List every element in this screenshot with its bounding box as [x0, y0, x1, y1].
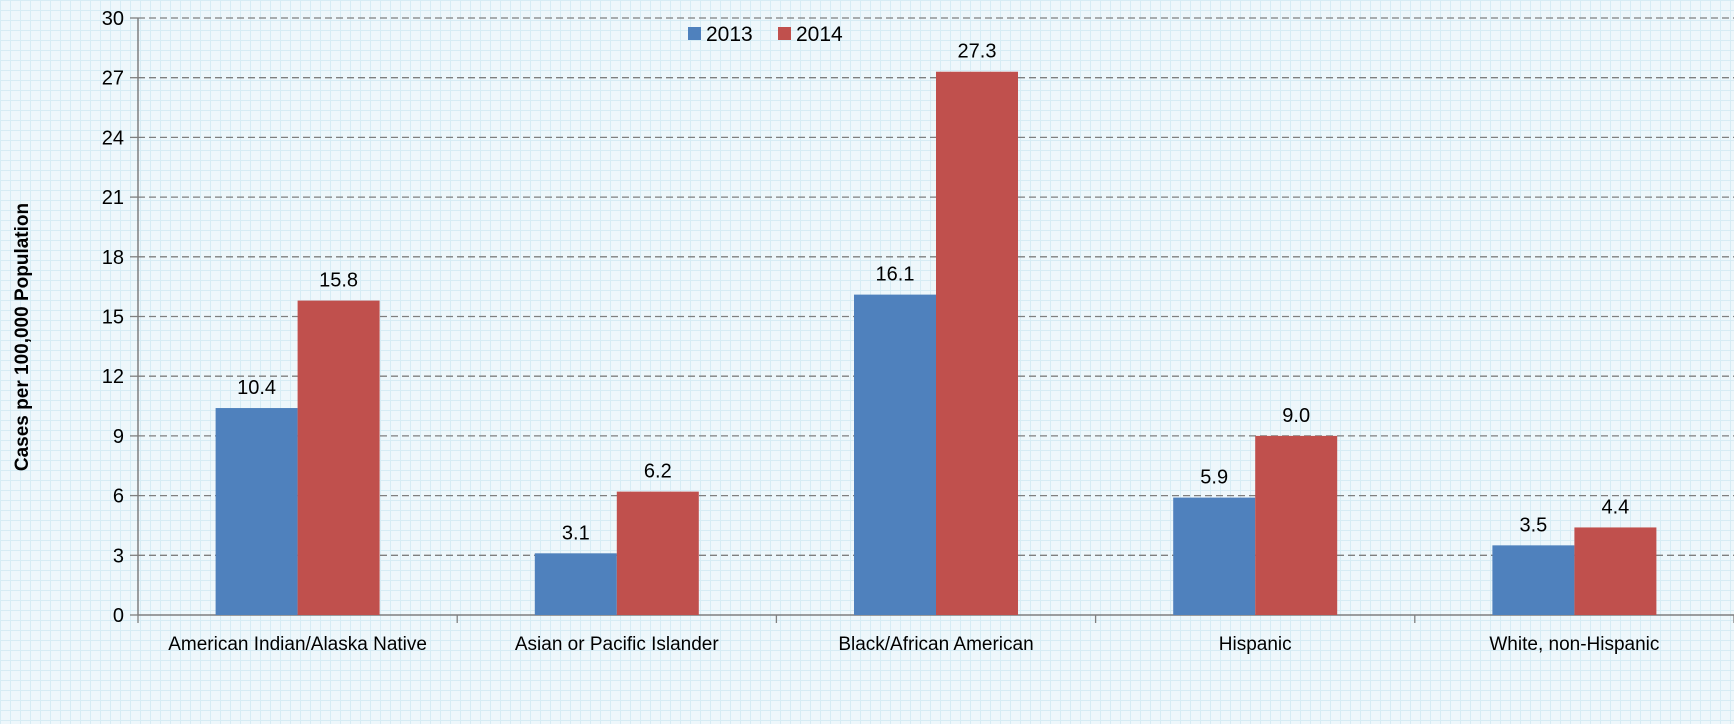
x-tick-label: Asian or Pacific Islander — [515, 634, 719, 655]
x-tick-label: Black/African American — [838, 634, 1033, 655]
x-tick-label: American Indian/Alaska Native — [168, 634, 427, 655]
bar-2013-5 — [1492, 545, 1575, 615]
y-tick-label: 9 — [113, 426, 124, 448]
bar-2014-1 — [297, 300, 380, 615]
bars — [215, 71, 1657, 616]
data-label: 4.4 — [1601, 496, 1629, 518]
y-tick-label: 27 — [102, 68, 124, 90]
data-label: 27.3 — [958, 41, 997, 63]
bar-2013-3 — [854, 294, 936, 615]
y-tick-label: 24 — [102, 127, 124, 149]
y-axis-title: Cases per 100,000 Population — [12, 203, 33, 471]
data-label: 10.4 — [237, 377, 276, 399]
y-tick-label: 18 — [102, 247, 124, 269]
bar-2014-4 — [1255, 435, 1338, 615]
legend-label-2014: 2014 — [796, 23, 843, 46]
y-axis: 0 3 6 9 12 15 18 21 24 27 30 — [102, 8, 139, 627]
legend-label-2013: 2013 — [706, 23, 753, 46]
x-tick-label: White, non-Hispanic — [1489, 634, 1659, 655]
legend: 2013 2014 — [688, 23, 843, 46]
y-tick-label: 3 — [113, 545, 124, 567]
data-label: 9.0 — [1282, 405, 1310, 427]
y-tick-label: 0 — [113, 605, 124, 627]
y-tick-label: 6 — [113, 486, 124, 508]
bar-2013-1 — [215, 408, 298, 615]
bar-2013-2 — [534, 553, 617, 615]
data-label: 3.1 — [562, 522, 590, 544]
data-labels: 10.4 15.8 3.1 6.2 16.1 27.3 5.9 9.0 3.5 4.4 — [237, 41, 1629, 545]
bar-2014-2 — [616, 491, 699, 615]
y-tick-label: 21 — [102, 187, 124, 209]
bar-2014-3 — [936, 71, 1018, 616]
bar-2014-5 — [1574, 527, 1657, 615]
data-label: 6.2 — [644, 461, 672, 483]
data-label: 3.5 — [1519, 514, 1547, 536]
data-label: 15.8 — [319, 270, 358, 292]
x-axis: American Indian/Alaska Native Asian or Pa… — [137, 614, 1734, 655]
x-tick-label: Hispanic — [1219, 634, 1292, 655]
data-label: 16.1 — [876, 264, 915, 286]
y-tick-label: 30 — [102, 8, 124, 30]
bar-2013-4 — [1173, 497, 1256, 615]
legend-swatch-2014 — [778, 27, 791, 40]
y-tick-label: 12 — [102, 366, 124, 388]
y-tick-label: 15 — [102, 307, 124, 329]
legend-swatch-2013 — [688, 27, 701, 40]
data-label: 5.9 — [1200, 467, 1228, 489]
